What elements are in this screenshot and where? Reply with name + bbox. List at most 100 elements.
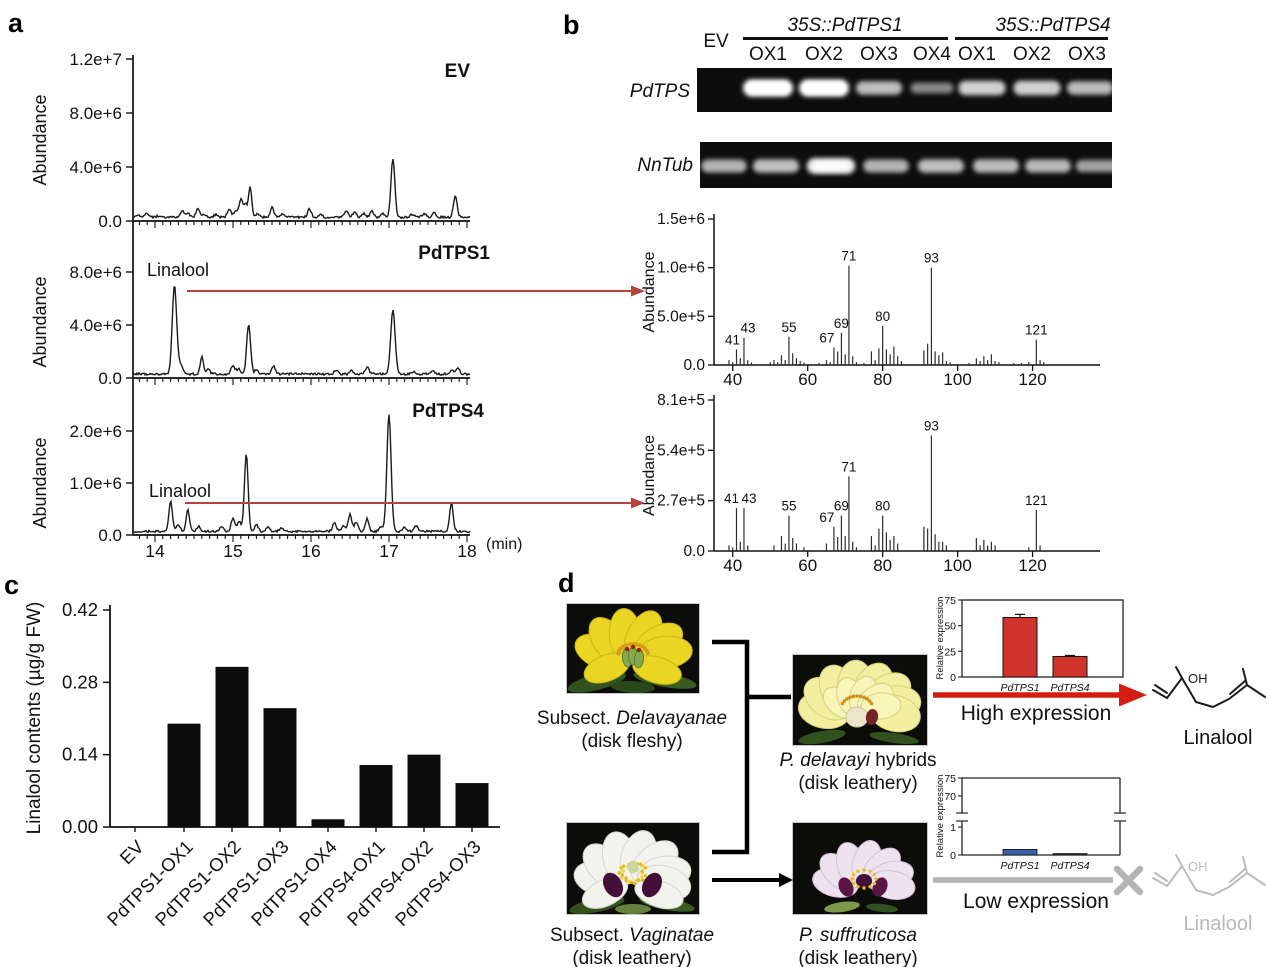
svg-text:2.0e+6: 2.0e+6 [70, 422, 122, 441]
svg-text:8.0e+6: 8.0e+6 [70, 263, 122, 282]
svg-text:69: 69 [834, 499, 849, 514]
svg-text:18: 18 [457, 541, 476, 561]
gel-lane-label: OX3 [1067, 44, 1107, 65]
svg-text:0.42: 0.42 [62, 599, 98, 620]
panel-c-label: c [4, 570, 20, 600]
caption-disk-type: (disk leathery) [572, 948, 692, 967]
photo-suffruticosa [792, 822, 928, 915]
gel-lane-label: OX1 [748, 44, 788, 65]
svg-text:55: 55 [781, 320, 796, 335]
svg-text:17: 17 [379, 541, 398, 561]
svg-text:121: 121 [1025, 493, 1048, 508]
mass-spectrum-pdtps4: 0.0 2.7e+5 5.4e+5 8.1e+5 40 60 80 100 120 Abundan… [641, 392, 1100, 575]
svg-text:0.28: 0.28 [62, 671, 98, 692]
gel-lane-label: OX3 [859, 44, 899, 65]
linalool-name-gray: Linalool [1183, 913, 1253, 935]
linalool-structure: OH [1152, 666, 1266, 708]
gel-lane-label: OX4 [912, 44, 952, 65]
svg-text:4.0e+6: 4.0e+6 [70, 316, 122, 335]
gel-group2-line [955, 37, 1108, 40]
gel-image-nntub [700, 142, 1112, 188]
caption-delavayanae: Subsect. Delavayanae (disk fleshy) [502, 707, 762, 753]
svg-text:Linalool contents (µg/g FW): Linalool contents (µg/g FW) [24, 602, 45, 835]
svg-text:4.0e+6: 4.0e+6 [70, 158, 122, 177]
svg-text:EV: EV [445, 61, 471, 82]
gel-group1-line [743, 37, 948, 40]
caption-taxon: Vaginatae [629, 925, 715, 946]
svg-text:0: 0 [950, 672, 956, 684]
svg-text:1.0e+6: 1.0e+6 [657, 260, 705, 277]
svg-text:PdTPS4: PdTPS4 [1050, 682, 1089, 694]
svg-text:OH: OH [1188, 671, 1208, 686]
svg-text:EV: EV [116, 836, 149, 869]
gel-group1-label: 35S::PdTPS1 [787, 15, 903, 36]
linalool-content-bar-chart: 0.00 0.14 0.28 0.42 Linalool contents (µg/g … [24, 599, 500, 930]
svg-text:43: 43 [741, 491, 756, 506]
gel-lane-label: OX1 [957, 44, 997, 65]
svg-text:Abundance: Abundance [30, 276, 50, 367]
svg-text:80: 80 [875, 499, 890, 514]
svg-text:93: 93 [924, 251, 939, 266]
svg-text:40: 40 [723, 370, 742, 389]
svg-text:1.5e+6: 1.5e+6 [657, 211, 705, 228]
svg-text:0.0: 0.0 [683, 543, 705, 560]
svg-text:67: 67 [819, 330, 834, 345]
svg-text:80: 80 [873, 556, 892, 575]
svg-text:55: 55 [781, 499, 796, 514]
photo-delavayi-hybrid [792, 654, 928, 746]
svg-text:69: 69 [834, 316, 849, 331]
svg-text:93: 93 [924, 418, 939, 433]
photo-vaginatae [566, 822, 700, 915]
svg-text:2.7e+5: 2.7e+5 [657, 493, 705, 510]
panel-a-label: a [8, 8, 24, 38]
svg-text:80: 80 [873, 370, 892, 389]
svg-text:8.0e+6: 8.0e+6 [70, 104, 122, 123]
gel-group2-label: 35S::PdTPS4 [995, 15, 1111, 36]
gc-chromatograms: 0.0 4.0e+6 8.0e+6 1.2e+7 EV Abundance 0.0 4.0e+… [30, 50, 522, 561]
gel-lane-ev-label: EV [703, 31, 729, 52]
svg-text:0.0: 0.0 [98, 526, 122, 545]
caption-suffruticosa: P. suffruticosa (disk leathery) [728, 924, 988, 967]
svg-text:60: 60 [798, 370, 817, 389]
panel-b-label: b [563, 10, 580, 40]
svg-text:80: 80 [875, 309, 890, 324]
svg-text:120: 120 [1018, 370, 1046, 389]
svg-text:100: 100 [943, 556, 971, 575]
svg-text:Abundance: Abundance [641, 435, 658, 516]
low-expression-label: Low expression [963, 890, 1109, 913]
svg-text:PdTPS4: PdTPS4 [412, 401, 484, 422]
svg-text:0.0: 0.0 [98, 369, 122, 388]
high-expression-label: High expression [960, 702, 1112, 725]
gel-lane-label: OX2 [804, 44, 844, 65]
svg-text:120: 120 [1018, 556, 1046, 575]
caption-disk-type: (disk leathery) [798, 948, 918, 967]
svg-text:0.0: 0.0 [98, 212, 122, 231]
svg-text:PdTPS4: PdTPS4 [1050, 860, 1089, 872]
caption-vaginatae: Subsect. Vaginatae (disk leathery) [502, 924, 762, 967]
svg-text:Linalool: Linalool [147, 260, 209, 280]
svg-text:Abundance: Abundance [30, 437, 50, 528]
caption-taxon: P. delavayi [779, 750, 870, 771]
caption-text: Subsect. [536, 708, 617, 729]
svg-text:0: 0 [950, 850, 956, 862]
gel-image-pdtps [697, 68, 1112, 112]
photo-delavayanae [566, 603, 700, 694]
svg-text:25: 25 [944, 646, 956, 658]
svg-text:Relative expression: Relative expression [935, 597, 946, 680]
svg-text:121: 121 [1025, 323, 1048, 338]
svg-text:67: 67 [819, 510, 834, 525]
linalool-structure-gray: OH [1152, 854, 1266, 896]
caption-disk-type: (disk leathery) [798, 773, 918, 794]
svg-text:41: 41 [725, 332, 740, 347]
svg-text:Abundance: Abundance [641, 251, 658, 332]
svg-text:0.14: 0.14 [62, 744, 98, 765]
svg-text:71: 71 [841, 459, 856, 474]
svg-text:70: 70 [944, 791, 956, 803]
gel-row-pdtps-label: PdTPS [629, 81, 690, 102]
caption-text: Subsect. [549, 925, 630, 946]
svg-text:Abundance: Abundance [30, 94, 50, 185]
svg-text:8.1e+5: 8.1e+5 [657, 392, 705, 409]
svg-text:100: 100 [943, 370, 971, 389]
